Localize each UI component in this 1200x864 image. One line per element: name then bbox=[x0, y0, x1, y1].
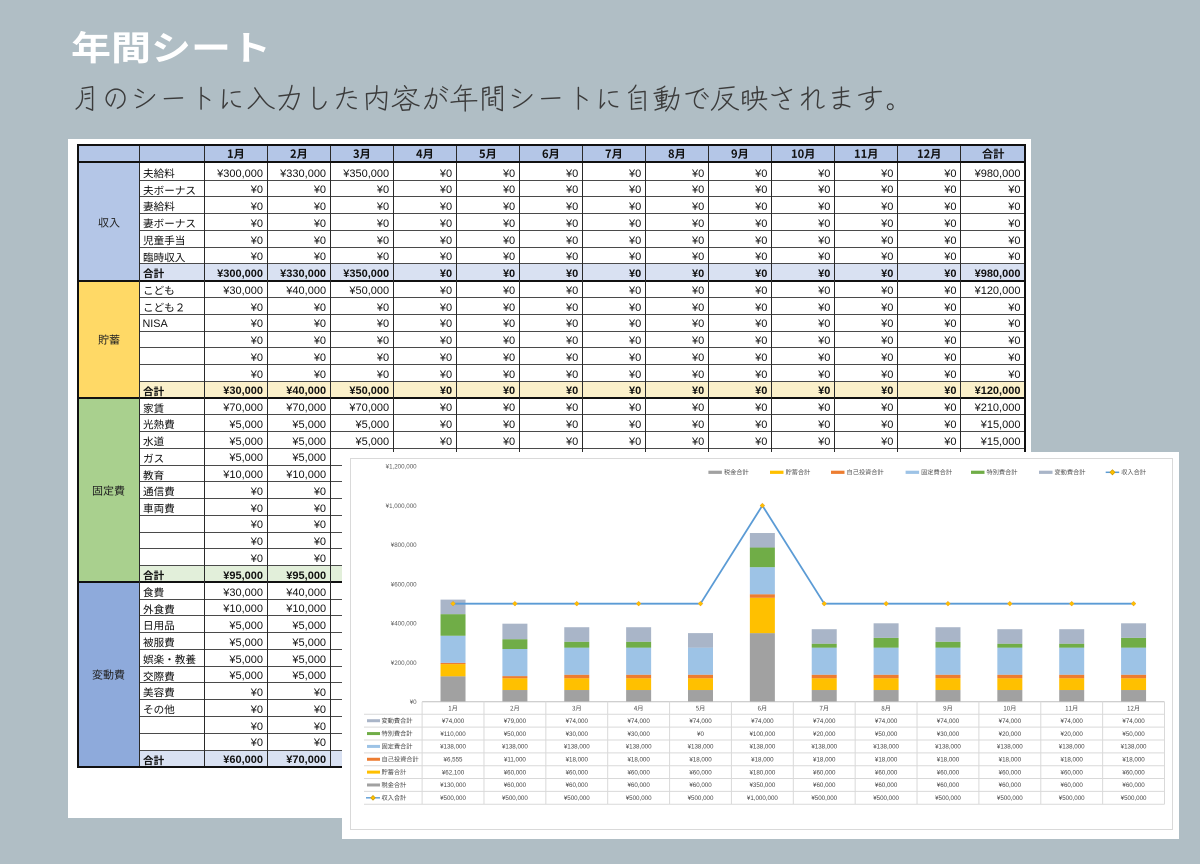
svg-text:¥60,000: ¥60,000 bbox=[566, 769, 589, 776]
svg-text:¥18,000: ¥18,000 bbox=[689, 756, 712, 763]
svg-text:¥60,000: ¥60,000 bbox=[1061, 782, 1084, 789]
svg-text:¥62,100: ¥62,100 bbox=[442, 769, 465, 776]
svg-text:¥500,000: ¥500,000 bbox=[626, 795, 652, 802]
svg-text:¥138,000: ¥138,000 bbox=[1059, 744, 1085, 751]
svg-text:¥74,000: ¥74,000 bbox=[751, 718, 774, 725]
svg-text:¥18,000: ¥18,000 bbox=[1061, 756, 1084, 763]
svg-text:¥500,000: ¥500,000 bbox=[688, 795, 714, 802]
svg-text:¥74,000: ¥74,000 bbox=[813, 718, 836, 725]
svg-text:¥400,000: ¥400,000 bbox=[391, 621, 417, 628]
svg-text:¥500,000: ¥500,000 bbox=[1121, 795, 1147, 802]
svg-text:¥60,000: ¥60,000 bbox=[875, 769, 898, 776]
svg-text:¥60,000: ¥60,000 bbox=[566, 782, 589, 789]
svg-text:¥60,000: ¥60,000 bbox=[1122, 782, 1145, 789]
svg-text:¥800,000: ¥800,000 bbox=[391, 542, 417, 549]
svg-text:¥74,000: ¥74,000 bbox=[937, 718, 960, 725]
svg-text:¥1,200,000: ¥1,200,000 bbox=[386, 464, 418, 471]
svg-text:¥0: ¥0 bbox=[697, 731, 704, 738]
svg-text:¥18,000: ¥18,000 bbox=[813, 756, 836, 763]
svg-text:¥1,000,000: ¥1,000,000 bbox=[747, 795, 779, 802]
svg-text:¥110,000: ¥110,000 bbox=[440, 731, 466, 738]
svg-text:¥500,000: ¥500,000 bbox=[502, 795, 528, 802]
svg-text:¥60,000: ¥60,000 bbox=[689, 782, 712, 789]
svg-text:¥600,000: ¥600,000 bbox=[391, 581, 417, 588]
svg-text:¥60,000: ¥60,000 bbox=[813, 769, 836, 776]
svg-text:¥500,000: ¥500,000 bbox=[811, 795, 837, 802]
svg-text:¥180,000: ¥180,000 bbox=[749, 769, 775, 776]
svg-text:¥100,000: ¥100,000 bbox=[749, 731, 775, 738]
svg-text:¥74,000: ¥74,000 bbox=[1061, 718, 1084, 725]
svg-text:¥18,000: ¥18,000 bbox=[1122, 756, 1145, 763]
svg-text:¥20,000: ¥20,000 bbox=[813, 731, 836, 738]
svg-text:¥74,000: ¥74,000 bbox=[1122, 718, 1145, 725]
svg-text:¥138,000: ¥138,000 bbox=[811, 744, 837, 751]
svg-text:¥60,000: ¥60,000 bbox=[813, 782, 836, 789]
svg-text:¥30,000: ¥30,000 bbox=[566, 731, 589, 738]
svg-text:¥350,000: ¥350,000 bbox=[749, 782, 775, 789]
svg-text:¥79,000: ¥79,000 bbox=[504, 718, 527, 725]
svg-text:¥60,000: ¥60,000 bbox=[504, 769, 527, 776]
svg-text:¥130,000: ¥130,000 bbox=[440, 782, 466, 789]
svg-text:¥50,000: ¥50,000 bbox=[504, 731, 527, 738]
svg-text:¥138,000: ¥138,000 bbox=[502, 744, 528, 751]
svg-text:¥60,000: ¥60,000 bbox=[1122, 769, 1145, 776]
svg-text:¥60,000: ¥60,000 bbox=[999, 782, 1022, 789]
svg-text:¥60,000: ¥60,000 bbox=[937, 782, 960, 789]
svg-text:¥1,000,000: ¥1,000,000 bbox=[386, 503, 418, 510]
svg-text:¥30,000: ¥30,000 bbox=[937, 731, 960, 738]
svg-text:¥60,000: ¥60,000 bbox=[937, 769, 960, 776]
svg-text:¥138,000: ¥138,000 bbox=[997, 744, 1023, 751]
svg-text:¥60,000: ¥60,000 bbox=[504, 782, 527, 789]
svg-text:¥500,000: ¥500,000 bbox=[1059, 795, 1085, 802]
svg-text:¥60,000: ¥60,000 bbox=[627, 769, 650, 776]
svg-text:¥50,000: ¥50,000 bbox=[875, 731, 898, 738]
svg-text:¥18,000: ¥18,000 bbox=[566, 756, 589, 763]
svg-text:¥138,000: ¥138,000 bbox=[1121, 744, 1147, 751]
svg-text:¥18,000: ¥18,000 bbox=[937, 756, 960, 763]
svg-text:¥500,000: ¥500,000 bbox=[440, 795, 466, 802]
svg-text:¥20,000: ¥20,000 bbox=[999, 731, 1022, 738]
svg-text:¥500,000: ¥500,000 bbox=[997, 795, 1023, 802]
svg-text:¥20,000: ¥20,000 bbox=[1061, 731, 1084, 738]
svg-text:¥50,000: ¥50,000 bbox=[1122, 731, 1145, 738]
svg-text:¥6,555: ¥6,555 bbox=[444, 756, 463, 763]
svg-text:¥74,000: ¥74,000 bbox=[566, 718, 589, 725]
svg-text:¥18,000: ¥18,000 bbox=[627, 756, 650, 763]
svg-text:¥60,000: ¥60,000 bbox=[875, 782, 898, 789]
svg-text:¥18,000: ¥18,000 bbox=[999, 756, 1022, 763]
svg-text:¥60,000: ¥60,000 bbox=[627, 782, 650, 789]
svg-text:¥18,000: ¥18,000 bbox=[751, 756, 774, 763]
svg-text:¥500,000: ¥500,000 bbox=[935, 795, 961, 802]
svg-text:¥500,000: ¥500,000 bbox=[873, 795, 899, 802]
svg-text:¥60,000: ¥60,000 bbox=[1061, 769, 1084, 776]
svg-text:¥0: ¥0 bbox=[410, 699, 417, 706]
svg-text:¥138,000: ¥138,000 bbox=[688, 744, 714, 751]
svg-text:¥500,000: ¥500,000 bbox=[564, 795, 590, 802]
svg-text:¥200,000: ¥200,000 bbox=[391, 660, 417, 667]
svg-text:¥60,000: ¥60,000 bbox=[999, 769, 1022, 776]
svg-text:¥138,000: ¥138,000 bbox=[935, 744, 961, 751]
svg-text:¥74,000: ¥74,000 bbox=[875, 718, 898, 725]
svg-text:¥30,000: ¥30,000 bbox=[627, 731, 650, 738]
svg-text:¥138,000: ¥138,000 bbox=[749, 744, 775, 751]
svg-text:¥138,000: ¥138,000 bbox=[626, 744, 652, 751]
svg-text:¥11,000: ¥11,000 bbox=[504, 756, 526, 763]
svg-text:¥18,000: ¥18,000 bbox=[875, 756, 898, 763]
svg-text:¥60,000: ¥60,000 bbox=[689, 769, 712, 776]
svg-text:¥138,000: ¥138,000 bbox=[440, 744, 466, 751]
svg-text:¥74,000: ¥74,000 bbox=[999, 718, 1022, 725]
svg-text:¥138,000: ¥138,000 bbox=[873, 744, 899, 751]
svg-text:¥74,000: ¥74,000 bbox=[689, 718, 712, 725]
svg-text:¥138,000: ¥138,000 bbox=[564, 744, 590, 751]
svg-text:¥74,000: ¥74,000 bbox=[442, 718, 465, 725]
svg-text:¥74,000: ¥74,000 bbox=[627, 718, 650, 725]
